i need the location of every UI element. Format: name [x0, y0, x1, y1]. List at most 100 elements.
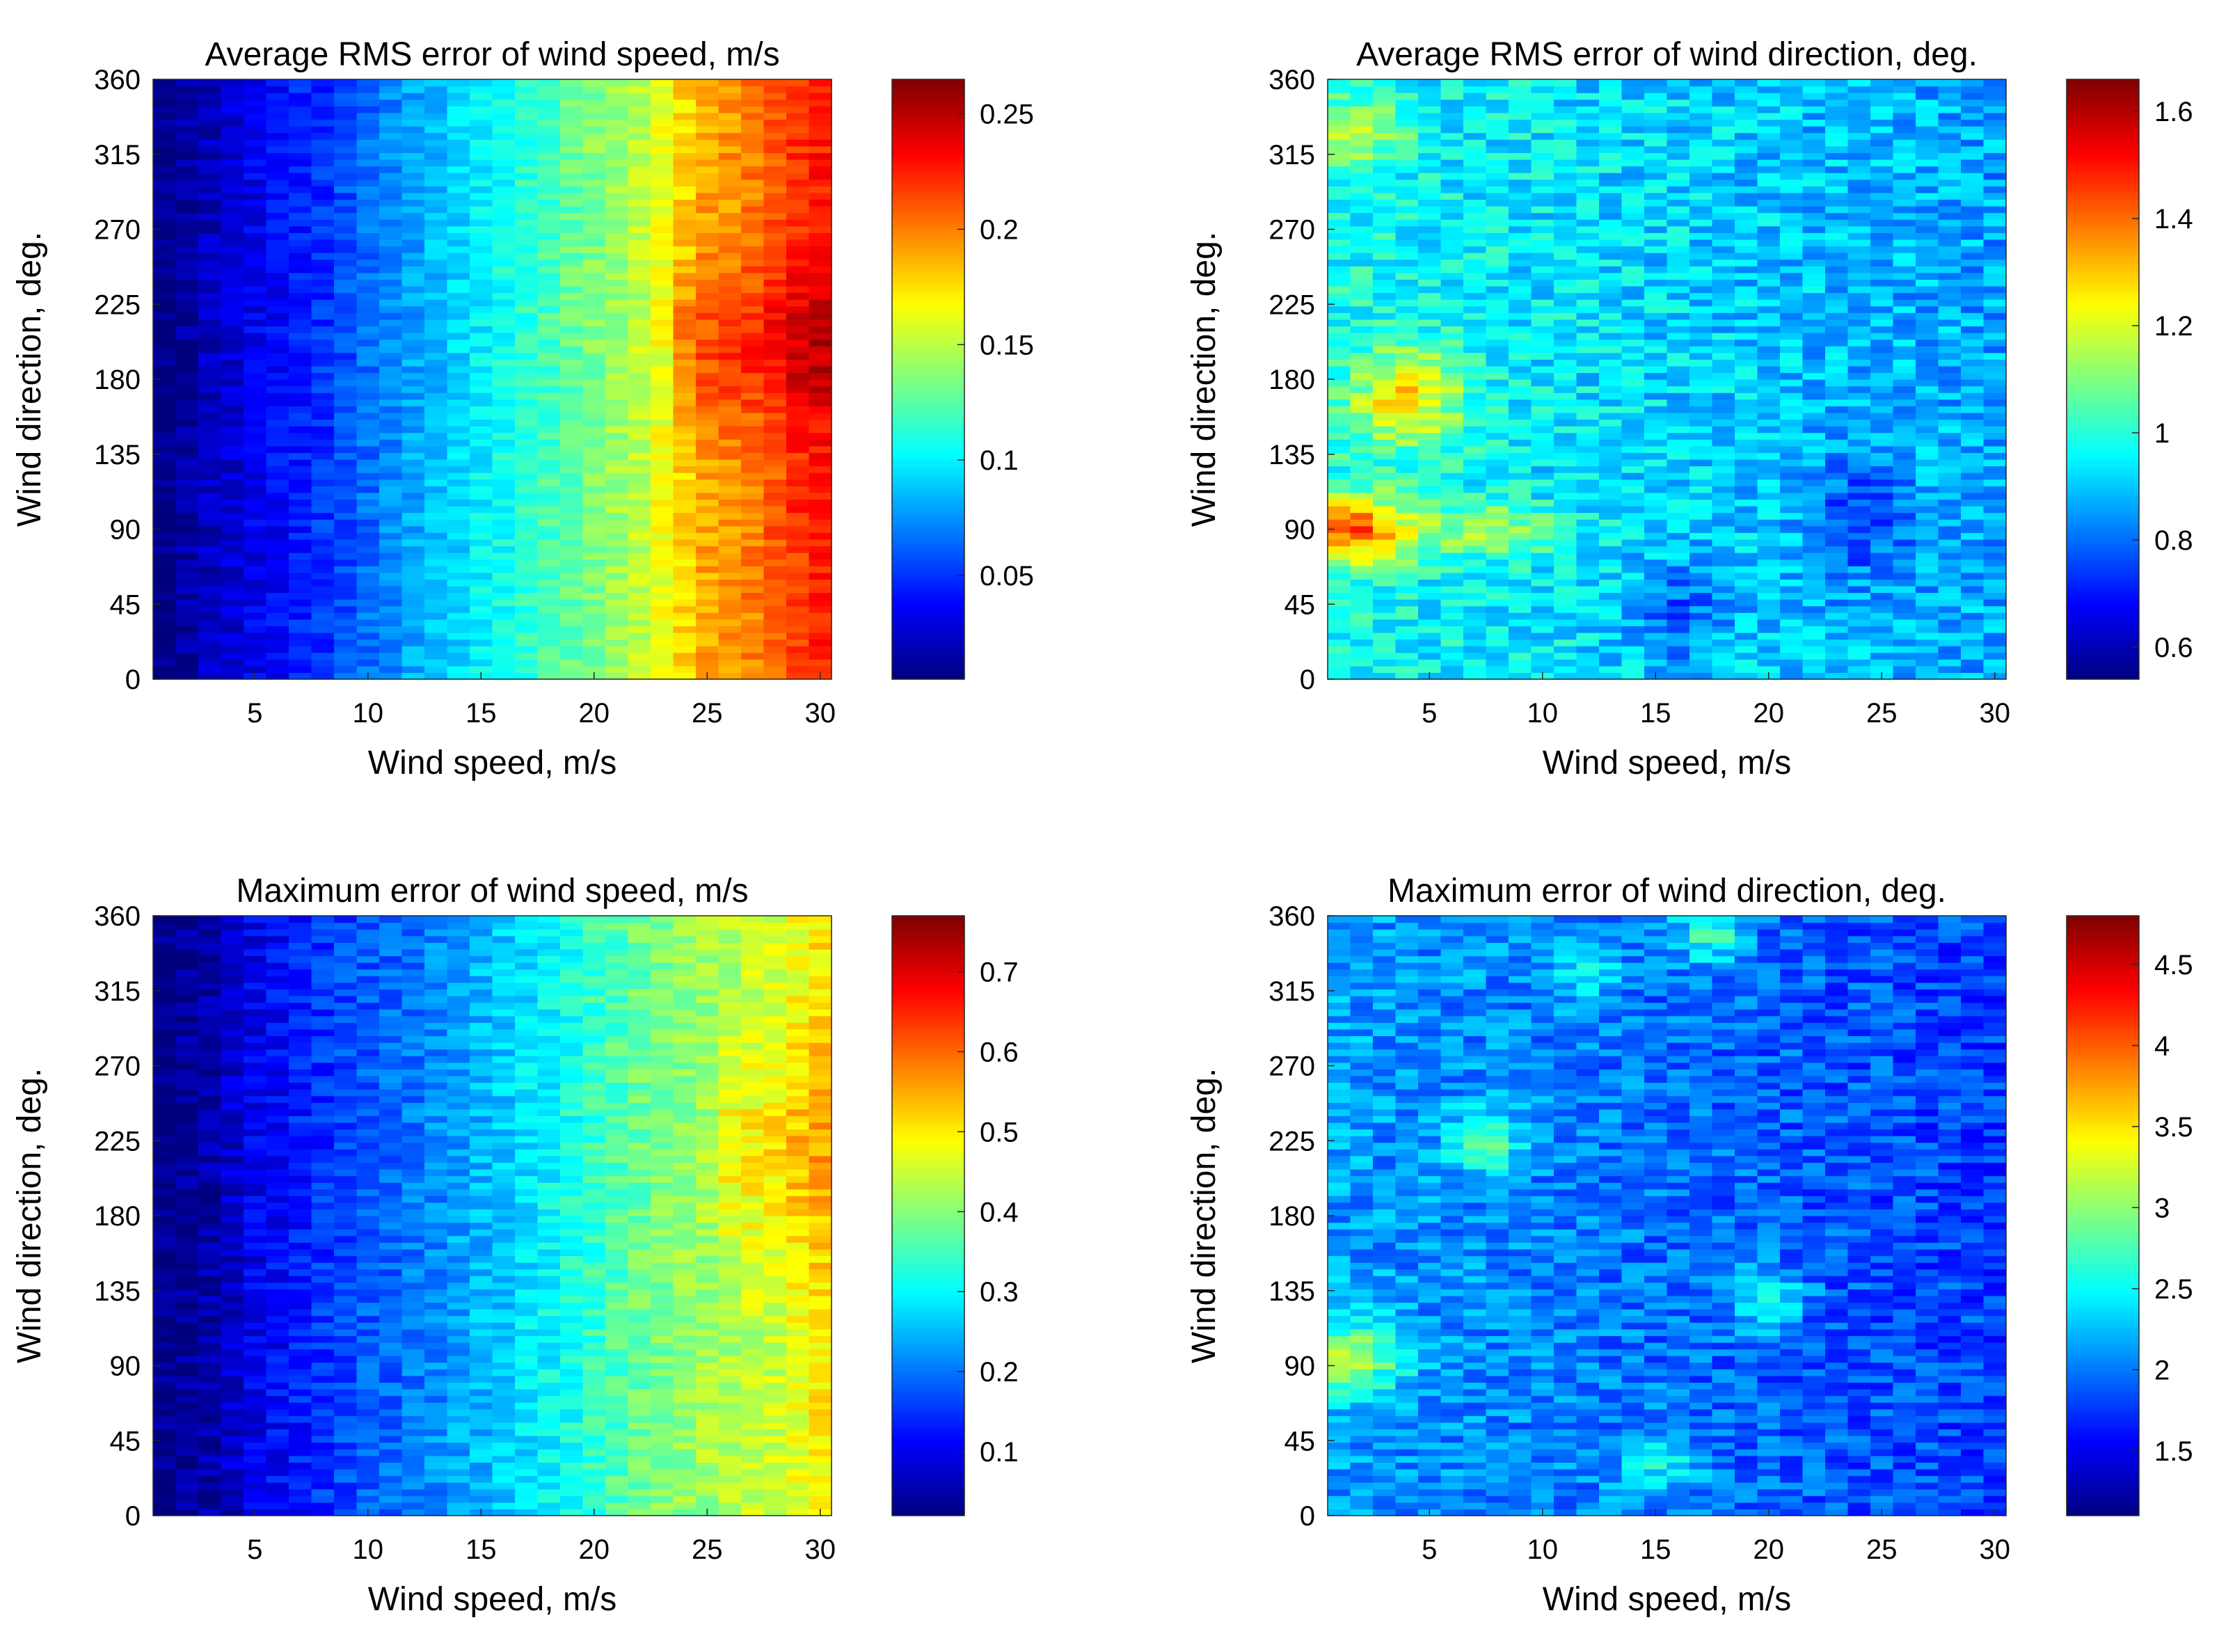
heatmap-cell	[628, 646, 651, 653]
heatmap-cell	[311, 459, 335, 467]
heatmap-cell	[1373, 139, 1397, 147]
heatmap-cell	[1350, 93, 1374, 100]
heatmap-cell	[1531, 419, 1554, 427]
heatmap-cell	[153, 99, 177, 106]
heatmap-cell	[447, 646, 470, 653]
heatmap-cell	[786, 445, 810, 453]
colorbar-segment	[892, 499, 964, 504]
heatmap-cell	[1689, 412, 1713, 420]
heatmap-cell	[560, 219, 584, 227]
heatmap-cell	[221, 632, 244, 640]
heatmap-cell	[153, 219, 177, 227]
heatmap-cell	[379, 486, 403, 493]
heatmap-cell	[1350, 179, 1374, 186]
heatmap-cell	[1463, 359, 1487, 367]
heatmap-cell	[1667, 365, 1690, 374]
colorbar-segment	[892, 248, 964, 253]
heatmap-cell	[1599, 232, 1623, 240]
heatmap-cell	[786, 659, 810, 667]
heatmap-cell	[356, 352, 380, 360]
heatmap-cell	[492, 145, 516, 153]
heatmap-cell	[1531, 332, 1554, 340]
heatmap-cell	[1802, 272, 1826, 280]
heatmap-cell	[221, 365, 244, 374]
heatmap-cell	[356, 479, 380, 486]
heatmap-cell	[763, 205, 787, 214]
heatmap-cell	[718, 592, 742, 600]
heatmap-cell	[1463, 532, 1487, 540]
heatmap-cell	[447, 539, 470, 547]
heatmap-cell	[1373, 605, 1397, 613]
heatmap-cell	[470, 352, 493, 360]
heatmap-cell	[1350, 466, 1374, 473]
heatmap-cell	[1373, 159, 1397, 167]
heatmap-cell	[198, 305, 222, 313]
heatmap-cell	[424, 279, 448, 287]
colorbar-segment	[892, 139, 964, 144]
heatmap-cell	[221, 339, 244, 347]
heatmap-cell	[221, 499, 244, 507]
heatmap-cell	[1689, 406, 1713, 413]
heatmap-cell	[1599, 285, 1623, 294]
heatmap-cell	[696, 166, 719, 173]
heatmap-cell	[1735, 79, 1758, 87]
heatmap-cell	[1667, 546, 1690, 553]
x-tick-label: 20	[579, 698, 610, 729]
heatmap-cell	[447, 152, 470, 160]
heatmap-cell	[175, 505, 199, 514]
heatmap-cell	[809, 399, 832, 406]
heatmap-cell	[651, 412, 674, 420]
heatmap-cell	[741, 665, 765, 674]
heatmap-cell	[1509, 505, 1532, 514]
heatmap-cell	[1463, 332, 1487, 340]
heatmap-cell	[1463, 599, 1487, 607]
heatmap-cell	[1802, 279, 1826, 287]
heatmap-cell	[1735, 159, 1758, 167]
heatmap-cell	[651, 386, 674, 393]
heatmap-cell	[1328, 519, 1351, 527]
heatmap-cell	[401, 472, 425, 480]
heatmap-cell	[1554, 579, 1577, 587]
heatmap-cell	[379, 626, 403, 633]
heatmap-cell	[651, 106, 674, 113]
heatmap-cell	[1757, 152, 1781, 160]
heatmap-cell	[1576, 399, 1600, 406]
heatmap-cell	[244, 279, 267, 287]
heatmap-cell	[809, 326, 832, 333]
heatmap-cell	[1328, 99, 1351, 106]
heatmap-cell	[175, 319, 199, 326]
heatmap-cell	[741, 106, 765, 113]
heatmap-cell	[1757, 126, 1781, 134]
heatmap-cell	[244, 459, 267, 467]
heatmap-cell	[1667, 305, 1690, 313]
heatmap-cell	[244, 225, 267, 233]
heatmap-cell	[537, 646, 561, 653]
heatmap-cell	[1554, 406, 1577, 413]
heatmap-cell	[221, 546, 244, 553]
heatmap-cell	[1667, 626, 1690, 633]
heatmap-cell	[1440, 599, 1464, 607]
heatmap-cell	[1486, 352, 1509, 360]
heatmap-cell	[1847, 626, 1871, 633]
heatmap-cell	[492, 466, 516, 473]
heatmap-cell	[718, 499, 742, 507]
heatmap-cell	[1735, 619, 1758, 626]
heatmap-cell	[651, 205, 674, 214]
heatmap-cell	[198, 626, 222, 633]
heatmap-cell	[424, 359, 448, 367]
heatmap-cell	[1757, 553, 1781, 560]
heatmap-cell	[447, 319, 470, 326]
heatmap-cell	[763, 553, 787, 560]
heatmap-cell	[651, 225, 674, 233]
heatmap-cell	[809, 259, 832, 267]
heatmap-cell	[153, 365, 177, 374]
heatmap-cell	[628, 612, 651, 620]
heatmap-cell	[1735, 519, 1758, 527]
heatmap-cell	[1350, 559, 1374, 566]
heatmap-cell	[424, 253, 448, 260]
heatmap-cell	[605, 99, 629, 106]
heatmap-cell	[447, 166, 470, 173]
heatmap-cell	[1531, 272, 1554, 280]
heatmap-cell	[1667, 266, 1690, 273]
